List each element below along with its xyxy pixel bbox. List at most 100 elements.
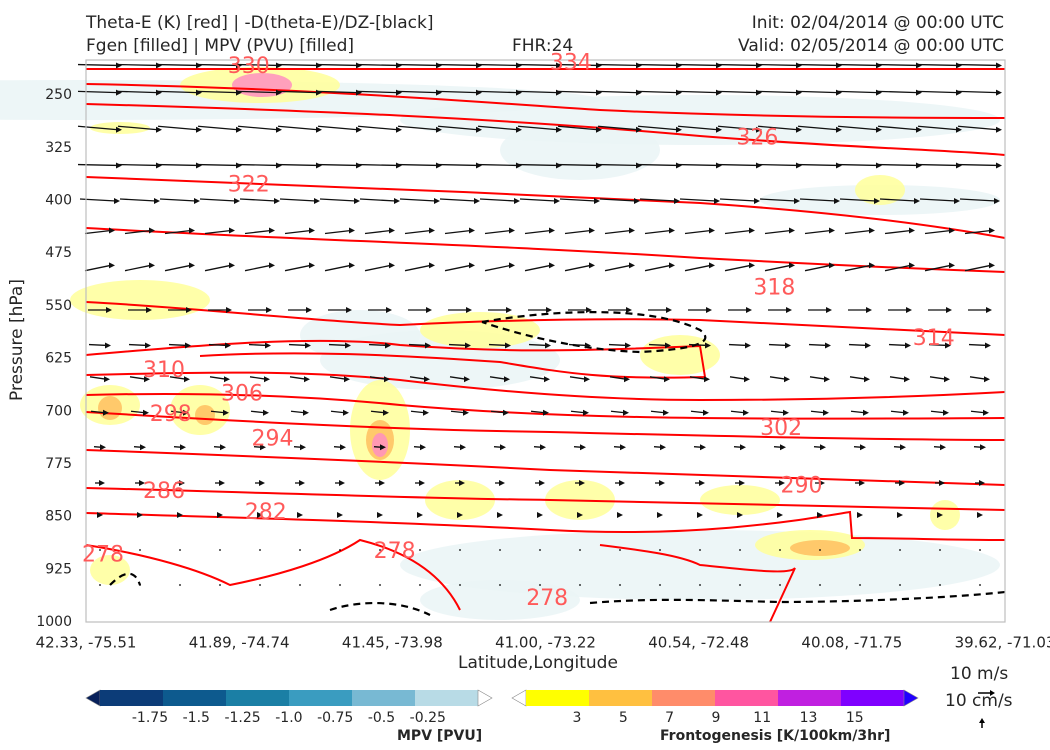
wind-vector-head <box>714 197 720 204</box>
wind-vector-head <box>156 62 162 69</box>
wind-vector <box>899 584 901 586</box>
colorbar-tick-label: -0.25 <box>410 710 446 726</box>
wind-vector-head <box>464 376 470 383</box>
wind-vector-head <box>674 197 680 204</box>
wind-vector-head <box>834 197 840 204</box>
theta-e-contour-label: 278 <box>374 539 416 564</box>
wind-vector-head <box>196 126 202 133</box>
wind-vector-head <box>97 512 103 518</box>
wind-vector-head <box>220 444 226 451</box>
fill-patch <box>300 310 420 360</box>
wind-vector-head <box>434 197 440 204</box>
wind-vector-head <box>659 480 665 486</box>
wind-vector-head <box>777 512 783 518</box>
wind-vector-head <box>905 342 911 349</box>
wind-vector <box>557 90 599 94</box>
wind-vector-head <box>236 62 242 69</box>
wind-vector <box>157 163 199 167</box>
wind-vector-head <box>697 512 703 518</box>
wind-vector-head <box>460 444 466 451</box>
wind-vector-head <box>989 227 995 234</box>
wind-vector-head <box>916 62 922 69</box>
wind-vector <box>724 229 752 235</box>
wind-vector-head <box>740 444 746 451</box>
theta-e-contour-label: 326 <box>736 126 778 151</box>
wind-vector <box>699 549 701 551</box>
wind-vector-head <box>556 89 562 96</box>
theta-e-contour-label: 298 <box>150 402 192 427</box>
wind-vector <box>477 63 519 67</box>
theta-e-contour-line <box>85 392 1006 420</box>
wind-vector-head <box>509 227 515 234</box>
wind-vector <box>357 90 399 94</box>
forecast-hour: FHR:24 <box>512 36 574 56</box>
wind-vector <box>237 125 279 131</box>
y-tick-label: 925 <box>45 561 72 577</box>
theta-e-contour-line <box>85 301 1006 336</box>
wind-vector-head <box>756 126 762 133</box>
wind-vector-head <box>183 409 189 416</box>
wind-vector-head <box>979 480 985 486</box>
wind-vector <box>197 163 239 167</box>
x-axis-ticks: 42.33, -75.51 41.89, -74.74 41.45, -73.98 4… <box>36 634 1050 652</box>
wind-vector <box>884 264 912 272</box>
wind-vector <box>797 163 839 167</box>
fill-patch <box>195 405 215 425</box>
wind-vector <box>559 198 597 202</box>
colorbar-extend-icon <box>85 689 101 707</box>
wind-vector-head <box>424 376 430 383</box>
colorbar-tick-label: -0.75 <box>317 710 353 726</box>
wind-vector-head <box>346 307 352 313</box>
wind-vector <box>239 198 277 202</box>
x-tick-label: 40.54, -72.48 <box>648 634 749 652</box>
wind-vector-head <box>497 512 503 518</box>
wind-vector <box>130 410 146 414</box>
wind-vector-head <box>344 376 350 383</box>
wind-vector <box>717 163 759 167</box>
wind-vector <box>564 229 592 235</box>
wind-vector-head <box>139 480 145 486</box>
wind-vector-head <box>316 62 322 69</box>
wind-vector <box>444 264 472 272</box>
wind-vector-head <box>546 307 552 313</box>
wind-vector-head <box>380 444 386 451</box>
wind-vector <box>219 584 221 586</box>
wind-vector-head <box>916 162 922 169</box>
theta-e-contour-label: 286 <box>143 479 185 504</box>
wind-vector-head <box>99 480 105 486</box>
wind-vector-head <box>634 197 640 204</box>
wind-vector <box>610 410 626 414</box>
wind-vector-head <box>596 162 602 169</box>
y-tick-label: 775 <box>45 456 72 472</box>
wind-vector-head <box>436 89 442 96</box>
wind-vector <box>204 264 232 272</box>
wind-vector <box>804 264 832 272</box>
wind-vector-head <box>676 89 682 96</box>
wind-vector-head <box>476 126 482 133</box>
theta-e-contour-label: 330 <box>228 54 270 79</box>
y-axis-ticks: 250 325 400 475 550 625 700 775 850 925 1000 <box>36 87 72 630</box>
wind-vector-head <box>899 480 905 486</box>
wind-vector <box>650 410 666 414</box>
wind-vector <box>717 90 759 94</box>
wind-vector-head <box>354 197 360 204</box>
wind-vector-head <box>676 62 682 69</box>
wind-vector-head <box>700 444 706 451</box>
wind-vector <box>290 410 306 414</box>
wind-vector-head <box>396 62 402 69</box>
wind-vector <box>929 376 947 380</box>
wind-vector-head <box>745 342 751 349</box>
wind-vector-head <box>396 162 402 169</box>
wind-vector-head <box>356 162 362 169</box>
wind-vector-head <box>224 376 230 383</box>
theta-e-contour-line <box>85 510 1006 541</box>
wind-vector <box>539 549 541 551</box>
wind-vector-head <box>463 409 469 416</box>
wind-vector-head <box>436 62 442 69</box>
wind-vector-head <box>709 262 715 269</box>
wind-vector-head <box>780 444 786 451</box>
ref-vector-horizontal-label: 10 m/s <box>950 664 1009 684</box>
wind-vector-head <box>549 227 555 234</box>
wind-vector <box>890 410 906 414</box>
x-tick-label: 41.00, -73.22 <box>495 634 596 652</box>
